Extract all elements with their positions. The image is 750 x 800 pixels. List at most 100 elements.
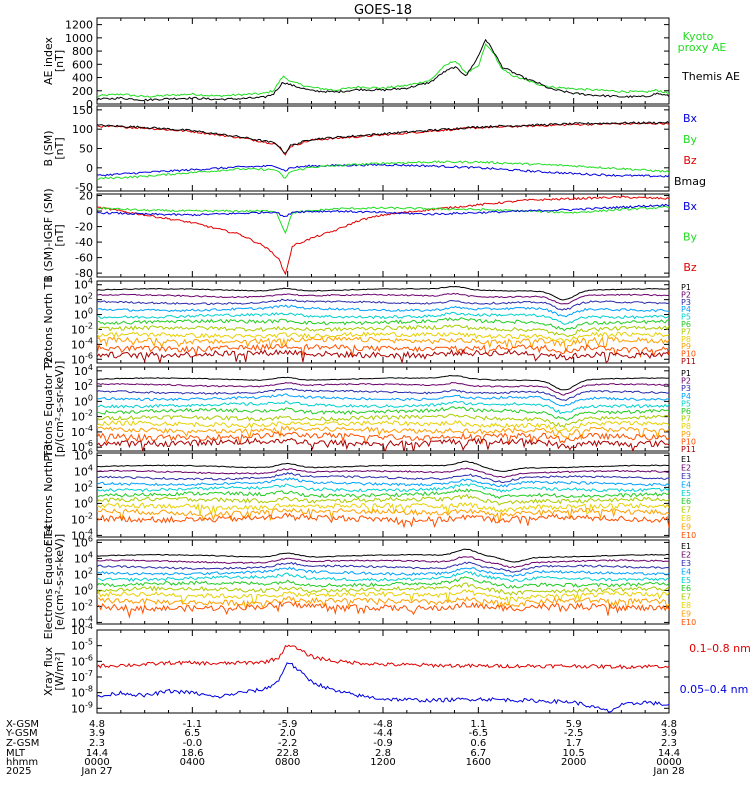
time-row-value: 4.8 xyxy=(89,719,105,730)
time-row-value: 2.0 xyxy=(280,728,296,739)
series-line xyxy=(97,160,669,180)
y-axis-label: Electrons Equator T4 xyxy=(42,525,55,640)
y-axis-label-group: Electrons Equator T4[e/(cm²-s-sr-keV)] xyxy=(42,525,66,640)
channel-line-e3 xyxy=(97,561,669,573)
channel-label: P7 xyxy=(681,415,691,424)
channel-label: P8 xyxy=(681,335,691,344)
time-row-label: Z-GSM xyxy=(6,738,39,749)
y-axis-unit: [nT] xyxy=(53,50,66,72)
channel-line-e1 xyxy=(97,548,669,563)
y-tick-label: 400 xyxy=(72,72,93,85)
channel-line-p6 xyxy=(97,406,669,421)
channel-line-e2 xyxy=(97,467,669,478)
y-tick-label: 10-5 xyxy=(71,638,93,653)
panel-3: -80 -60 -40 -20 0 20 B (SM)-IGRF (SM)[nT] Bx By B… xyxy=(42,188,698,282)
time-row-value: -6.5 xyxy=(469,728,489,739)
time-row-value: 6.5 xyxy=(184,728,200,739)
channel-label: E2 xyxy=(681,463,691,472)
y-axis-label: AE index xyxy=(42,36,55,85)
legend-label: Kyoto xyxy=(683,30,714,43)
channel-label: E6 xyxy=(681,584,691,593)
y-tick-label: 600 xyxy=(72,58,93,71)
y-tick-label: 106 xyxy=(74,534,93,549)
channel-label: P6 xyxy=(681,407,691,416)
y-tick-label: 106 xyxy=(74,447,93,462)
channel-line-p3 xyxy=(97,387,669,402)
channel-line-p2 xyxy=(97,381,669,396)
channel-label: E5 xyxy=(681,576,691,585)
channel-line-p8 xyxy=(97,331,669,343)
y-axis-label-group: B (SM)-IGRF (SM)[nT] xyxy=(42,188,66,282)
channel-line-e9 xyxy=(97,507,669,524)
y-tick-label: -60 xyxy=(75,252,93,265)
y-axis-label-group: Xray flux[W/m²] xyxy=(42,646,66,696)
legend-label: Bmag xyxy=(674,175,706,188)
time-row-value: -4.4 xyxy=(373,728,393,739)
time-row-value: 10.5 xyxy=(563,748,585,759)
time-row-label: X-GSM xyxy=(6,719,39,730)
panel-8: 10-410-510-610-710-810-9 Xray flux[W/m²] 0… xyxy=(42,622,750,715)
y-tick-label: 0 xyxy=(86,98,93,111)
channel-label: E8 xyxy=(681,601,691,610)
y-tick-label: 102 xyxy=(74,479,93,494)
channel-line-p6 xyxy=(97,317,669,332)
y-axis-unit: [W/m²] xyxy=(53,652,66,690)
channel-label: E1 xyxy=(681,542,691,551)
y-axis-label: Electrons North T3 xyxy=(42,444,55,546)
channel-label: P10 xyxy=(681,350,696,359)
channel-line-e1 xyxy=(97,460,669,472)
y-axis-label: Xray flux xyxy=(42,646,55,696)
y-axis-unit: [nT] xyxy=(53,137,66,159)
y-axis-unit: [nT] xyxy=(53,224,66,246)
channel-label: E8 xyxy=(681,514,691,523)
y-tick-label: 100 xyxy=(74,307,93,322)
channel-line-p1 xyxy=(97,374,669,391)
time-row-value: 22.8 xyxy=(277,748,299,759)
y-tick-label: 10-8 xyxy=(71,685,93,700)
y-tick-label: 800 xyxy=(72,45,93,58)
channel-label: E1 xyxy=(681,455,691,464)
time-row-value: 5.9 xyxy=(566,719,582,730)
time-row-value: -5.9 xyxy=(278,719,298,730)
channel-label: P4 xyxy=(681,392,691,401)
legend-label: proxy AE xyxy=(678,41,727,54)
legend-label: Bx xyxy=(683,112,698,125)
legend-label: 0.05–0.4 nm xyxy=(680,683,749,696)
time-row-value: -4.8 xyxy=(373,719,393,730)
time-row-value: -0.9 xyxy=(373,738,393,749)
time-row-value: 3.9 xyxy=(661,728,677,739)
channel-line-p11 xyxy=(97,348,669,363)
y-axis-label-group: AE index[nT] xyxy=(42,36,66,85)
channel-label: E4 xyxy=(681,480,691,489)
channel-line-e7 xyxy=(97,582,669,596)
panel-frame xyxy=(96,105,670,192)
channel-line-e6 xyxy=(97,576,669,589)
channel-label: E10 xyxy=(681,618,696,627)
series-line xyxy=(97,42,669,98)
channel-label: P1 xyxy=(681,283,691,292)
y-tick-label: 50 xyxy=(79,143,93,156)
channel-line-p9 xyxy=(97,425,669,441)
y-tick-label: 104 xyxy=(74,463,93,478)
channel-line-p7 xyxy=(97,413,669,429)
channel-line-p10 xyxy=(97,343,669,359)
channel-line-p8 xyxy=(97,420,669,433)
time-axis: X-GSM 4.8 -1.1 -5.9 -4.8 1.1 5.9 4.8 Y-GSM 3.9 6.5… xyxy=(5,719,685,777)
legend-label: By xyxy=(683,231,698,244)
time-row-value: -2.5 xyxy=(564,728,584,739)
y-tick-label: 200 xyxy=(72,85,93,98)
channel-line-e5 xyxy=(97,570,669,583)
y-tick-label: 20 xyxy=(79,190,93,203)
y-tick-label: 150 xyxy=(72,104,93,117)
panel-plot-area xyxy=(97,195,669,276)
time-row-value: 1200 xyxy=(370,757,395,768)
time-row-value: -1.1 xyxy=(183,719,203,730)
y-axis-label-group: Electrons North T3 xyxy=(42,444,55,546)
channel-line-e3 xyxy=(97,472,669,484)
channel-line-e2 xyxy=(97,556,669,569)
channel-label: P2 xyxy=(681,377,691,386)
time-row-value: 0000 xyxy=(656,757,681,768)
